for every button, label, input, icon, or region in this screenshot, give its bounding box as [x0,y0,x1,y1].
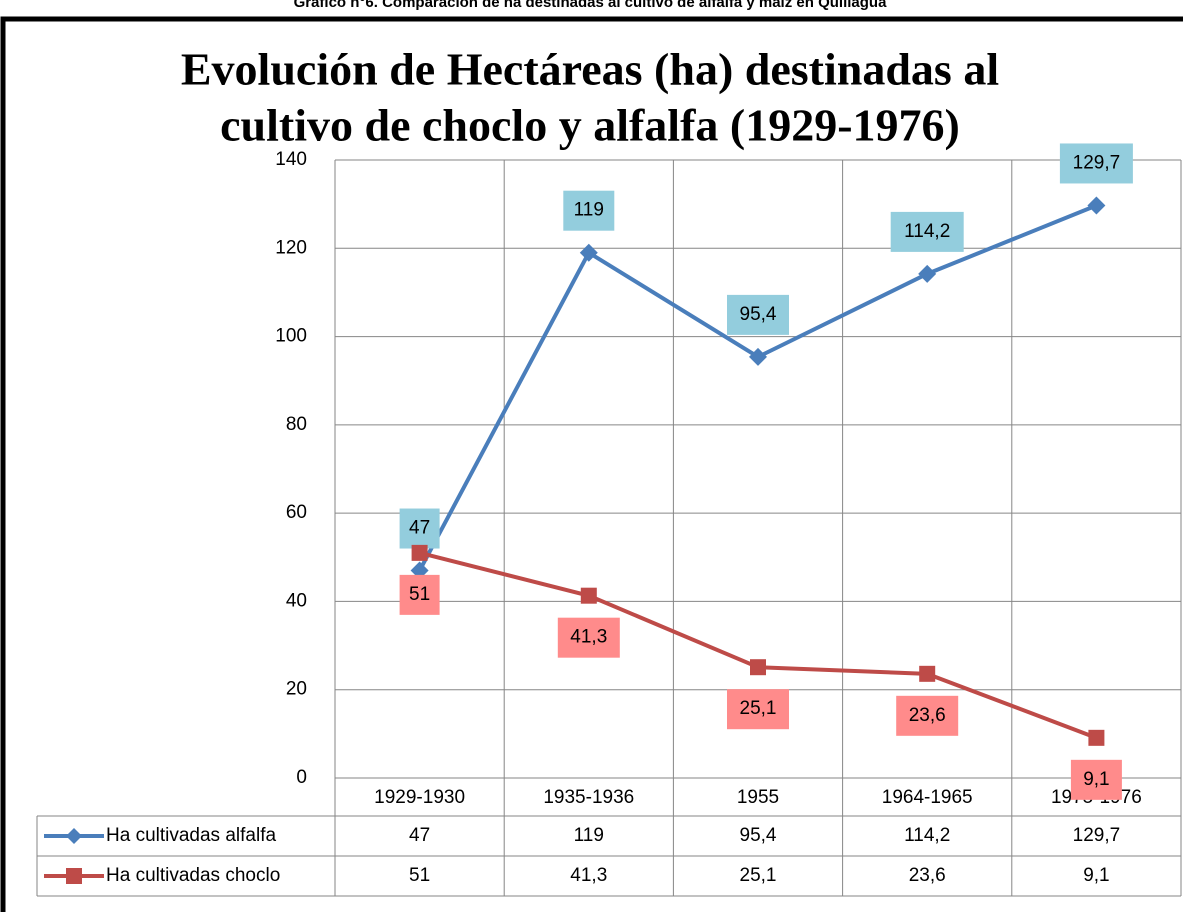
marker [750,659,766,676]
marker [1088,729,1105,746]
data-label: 23,6 [909,705,946,726]
data-label-box [557,617,620,658]
data-label: 25,1 [740,698,777,719]
y-tick-label: 140 [275,149,307,170]
data-label-box [1070,759,1122,800]
table-cell: 47 [409,825,430,846]
chart-title: cultivo de choclo y alfalfa (1929-1976) [220,100,960,151]
data-label-box [890,211,964,252]
table-cell: 114,2 [904,825,950,846]
legend-label: Ha cultivadas choclo [106,865,280,886]
data-label-box [399,574,440,615]
data-label-box [727,689,789,730]
marker [749,347,767,366]
y-tick-label: 60 [286,502,307,523]
x-tick-label: 1955 [737,787,779,808]
table-cell: 129,7 [1073,825,1121,846]
data-label-box [1059,143,1133,184]
y-tick-label: 20 [286,679,307,700]
data-label: 9,1 [1083,769,1109,790]
marker [919,665,936,682]
x-tick-label: 1929-1930 [374,787,465,808]
table-cell: 9,1 [1083,865,1109,886]
marker [411,544,428,561]
legend-marker [66,868,82,884]
table-cell: 95,4 [740,825,777,846]
legend-label: Ha cultivadas alfalfa [106,825,276,846]
chart-title: Evolución de Hectáreas (ha) destinadas a… [181,44,999,95]
table-cell: 25,1 [740,865,777,886]
x-tick-label: 1935-1936 [543,787,634,808]
y-tick-label: 120 [275,237,307,258]
table-cell: 119 [574,825,604,846]
marker [1087,196,1106,215]
caption: Gráfico n°6. Comparación de ha destinada… [294,0,887,11]
data-label: 114,2 [904,221,950,242]
legend-marker [66,828,82,844]
data-label-box [563,190,615,231]
data-label-box [896,695,959,736]
chart-border [0,16,1183,912]
marker [579,243,598,262]
marker [918,264,937,283]
data-label-box [727,294,789,335]
marker [580,587,597,604]
table-cell: 51 [409,865,430,886]
data-label: 41,3 [570,627,607,648]
data-label: 95,4 [740,304,777,325]
x-tick-label: 1964-1965 [882,787,973,808]
y-tick-label: 80 [286,414,307,435]
data-label-box [399,508,440,549]
y-tick-label: 0 [296,767,307,788]
data-label: 129,7 [1073,152,1121,173]
data-label: 47 [409,518,430,539]
table-cell: 41,3 [570,865,607,886]
table-cell: 23,6 [909,865,946,886]
data-label: 51 [409,584,430,605]
data-label: 119 [574,200,604,221]
y-tick-label: 100 [275,326,307,347]
y-tick-label: 40 [286,590,307,611]
